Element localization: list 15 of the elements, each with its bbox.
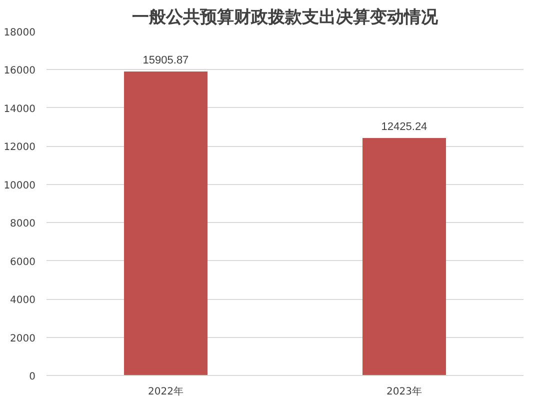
y-tick-label: 18000 <box>4 28 36 38</box>
y-tick-label: 16000 <box>4 66 36 77</box>
x-tick-label: 2022年 <box>148 386 184 398</box>
y-tick-label: 10000 <box>4 180 36 192</box>
y-tick-label: 6000 <box>10 256 36 268</box>
y-tick-label: 8000 <box>10 218 36 230</box>
y-tick-label: 0 <box>29 372 36 382</box>
y-tick-label: 14000 <box>4 104 36 115</box>
y-tick-label: 12000 <box>4 142 36 154</box>
x-tick-label: 2023年 <box>386 386 422 398</box>
data-label: 12425.24 <box>381 121 428 134</box>
data-label: 15905.87 <box>142 54 189 67</box>
y-tick-label: 2000 <box>10 333 36 344</box>
chart-title: 一般公共预算财政拨款支出决算变动情况 <box>132 8 439 26</box>
y-tick-label: 4000 <box>10 295 36 306</box>
